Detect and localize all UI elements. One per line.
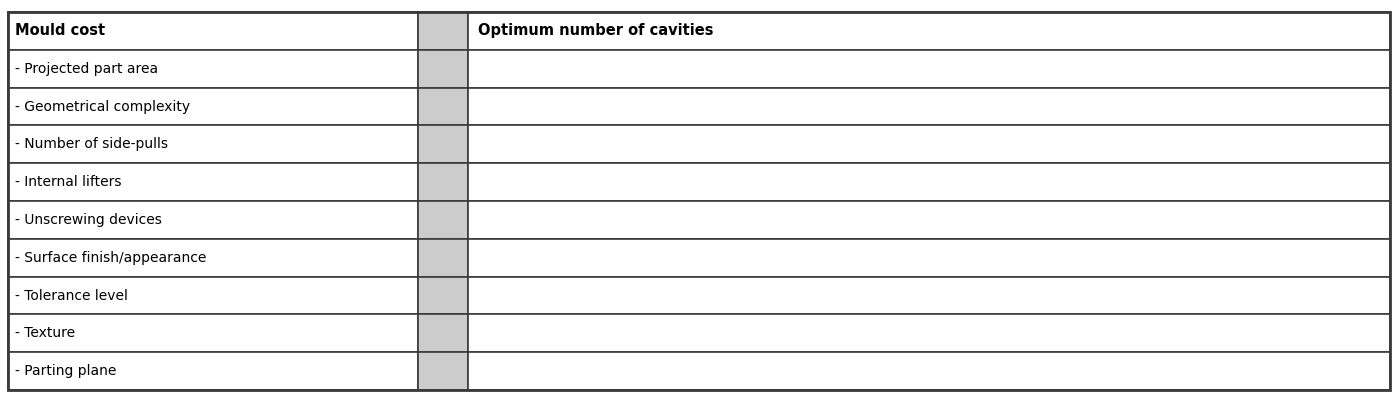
Text: - Unscrewing devices: - Unscrewing devices [15, 213, 162, 227]
Bar [468, 50, 1390, 88]
Bar [468, 314, 1390, 352]
Bar [8, 314, 418, 352]
Text: - Geometrical complexity: - Geometrical complexity [15, 100, 190, 114]
Bar [468, 12, 1390, 50]
Bar [8, 277, 418, 314]
Bar [418, 314, 468, 352]
Bar [468, 88, 1390, 125]
Bar [418, 277, 468, 314]
Bar [468, 125, 1390, 163]
Text: - Tolerance level: - Tolerance level [15, 288, 127, 302]
Bar [8, 163, 418, 201]
Bar [468, 239, 1390, 276]
Bar [418, 50, 468, 88]
Text: - Projected part area: - Projected part area [15, 62, 158, 76]
Bar [8, 50, 418, 88]
Text: - Parting plane: - Parting plane [15, 364, 116, 378]
Text: Optimum number of cavities: Optimum number of cavities [478, 24, 714, 38]
Bar [8, 125, 418, 163]
Bar [468, 352, 1390, 390]
Text: - Surface finish/appearance: - Surface finish/appearance [15, 251, 207, 265]
Text: - Texture: - Texture [15, 326, 75, 340]
Text: - Internal lifters: - Internal lifters [15, 175, 122, 189]
Bar [418, 125, 468, 163]
Bar [468, 163, 1390, 201]
Bar [418, 12, 468, 50]
Bar [418, 201, 468, 239]
Bar [418, 88, 468, 125]
Text: - Number of side-pulls: - Number of side-pulls [15, 137, 168, 151]
Bar [418, 239, 468, 276]
Bar [418, 352, 468, 390]
Bar [8, 12, 418, 50]
Bar [8, 201, 418, 239]
Bar [8, 88, 418, 125]
Text: Mould cost: Mould cost [15, 24, 105, 38]
Bar [8, 352, 418, 390]
Bar [418, 163, 468, 201]
Bar [468, 201, 1390, 239]
Bar [8, 239, 418, 276]
Bar [468, 277, 1390, 314]
